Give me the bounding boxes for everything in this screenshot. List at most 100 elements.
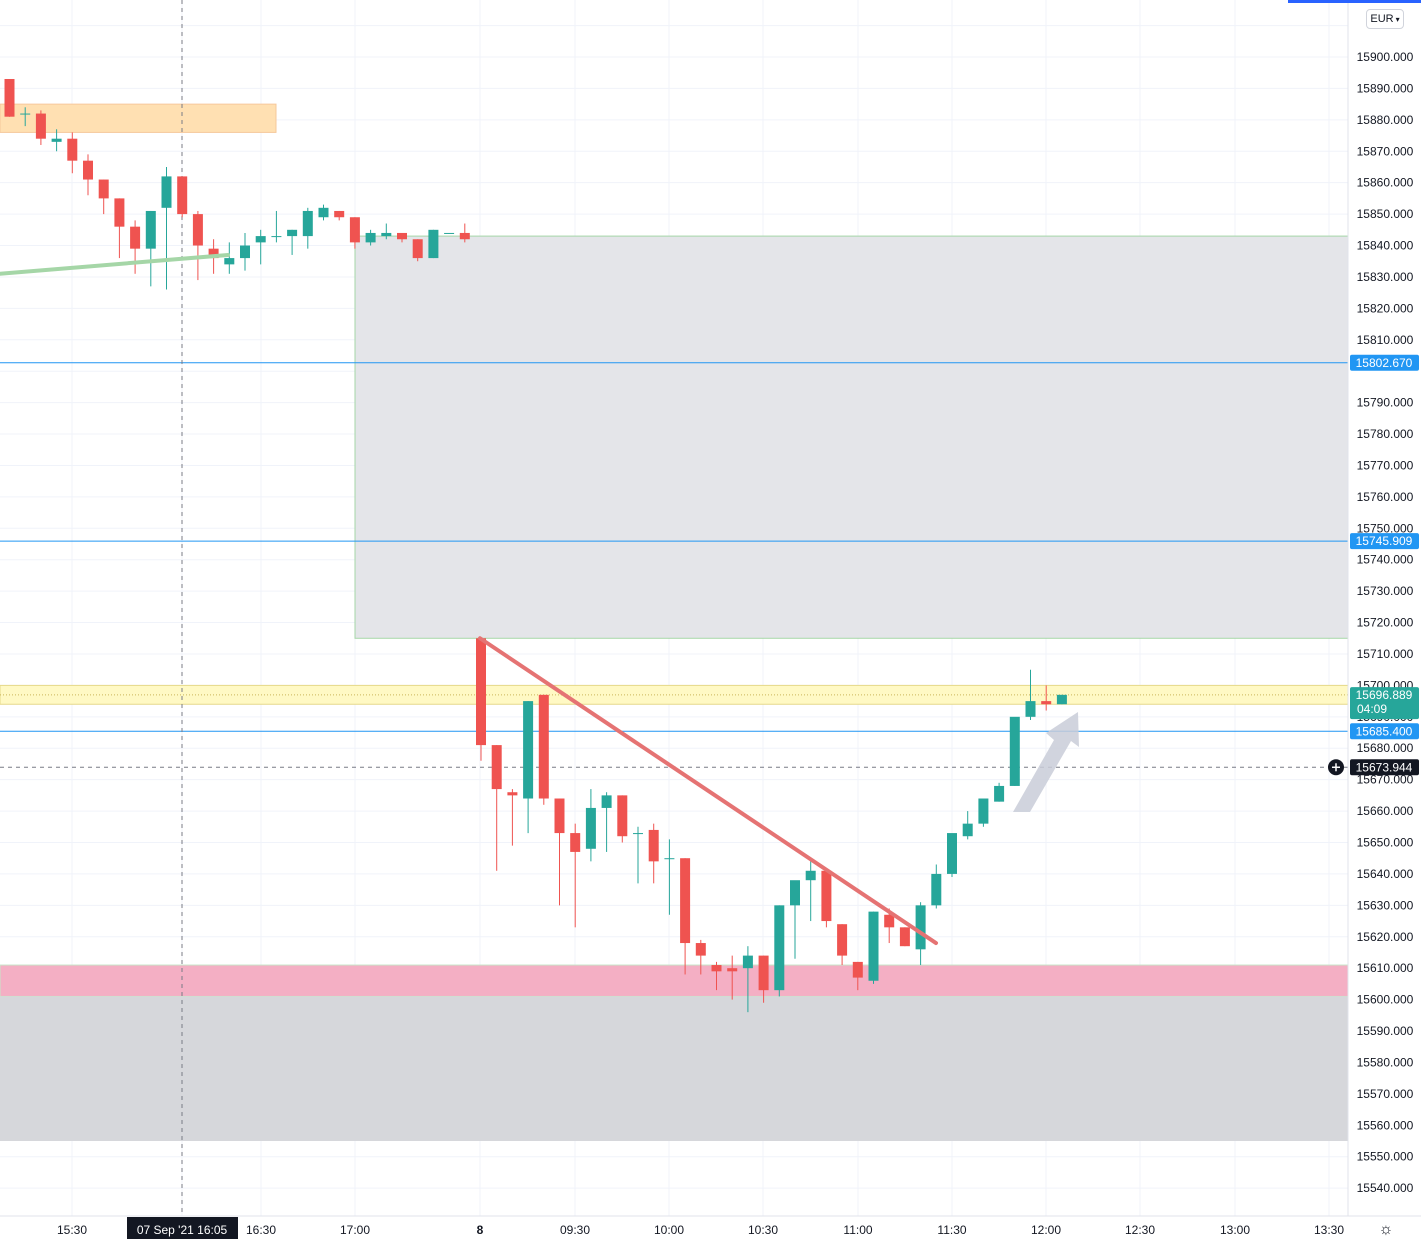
candle-body [192,214,203,246]
candle[interactable] [1056,694,1067,705]
candle[interactable] [1009,716,1020,786]
candle[interactable] [538,694,549,805]
candle[interactable] [114,198,125,259]
candle-body [145,210,156,249]
candle[interactable] [633,826,643,884]
candle[interactable] [1041,685,1052,711]
candle[interactable] [365,229,376,246]
candle[interactable] [695,939,706,975]
plus-icon[interactable] [1328,759,1344,776]
candle[interactable] [67,132,78,174]
candle-body [412,239,423,259]
candle[interactable] [837,924,848,966]
candle[interactable] [4,78,15,117]
orange-zone[interactable] [0,103,277,133]
candle[interactable] [585,789,596,862]
candle-body [570,833,581,852]
candle[interactable] [145,210,156,287]
candle[interactable] [570,823,581,928]
candle[interactable] [852,961,863,991]
price-scale[interactable]: 15900.000 15890.000 15880.000 15870.000 1586… [1328,0,1421,1216]
candle[interactable] [868,911,879,984]
red-trendline[interactable] [478,636,938,946]
candle[interactable] [507,789,518,846]
candle[interactable] [98,179,109,215]
candle[interactable] [428,229,439,259]
candle[interactable] [476,638,486,761]
price-badge[interactable]: 15673.944 [1328,759,1419,776]
price-tick-label: 15720.000 [1357,616,1414,630]
candle[interactable] [240,232,250,271]
candle[interactable] [255,229,266,265]
candle[interactable] [994,782,1005,802]
candle-body [318,207,329,218]
candle[interactable] [397,232,407,243]
candle[interactable] [130,220,141,274]
green-trendline[interactable] [0,252,230,276]
candle[interactable] [271,210,282,243]
candle-body [98,179,109,199]
candle[interactable] [821,870,832,928]
pink-zone[interactable] [0,964,1349,997]
candle[interactable] [742,946,753,1013]
candle[interactable] [224,242,235,274]
candle[interactable] [412,239,423,262]
price-tick-label: 15630.000 [1357,898,1414,912]
candle[interactable] [711,961,722,991]
price-badge[interactable]: 15802.670 [1350,354,1419,371]
candle[interactable] [177,176,188,218]
candle[interactable] [35,110,46,145]
candle[interactable] [491,745,502,871]
price-badge[interactable]: 15745.909 [1350,533,1419,550]
candle[interactable] [931,864,942,909]
candle[interactable] [444,232,455,234]
candle[interactable] [51,129,62,152]
price-tick-label: 15850.000 [1357,207,1414,221]
time-scale[interactable]: 15:30 16:30 17:00 8 09:30 10:00 10:30 11:00 11:3… [0,1215,1421,1247]
candle[interactable] [617,795,628,843]
grey-upper-zone[interactable] [354,235,1349,639]
candle[interactable] [758,955,769,1003]
candle[interactable] [680,858,691,975]
price-tick-label: 15880.000 [1357,113,1414,127]
candle[interactable] [899,927,910,947]
candle[interactable] [947,833,957,878]
candle[interactable] [318,204,329,221]
candle[interactable] [20,107,31,127]
candle[interactable] [459,223,470,243]
candle[interactable] [601,792,612,852]
candle[interactable] [790,880,800,959]
grey-lower-zone[interactable] [0,996,1348,1141]
candle[interactable] [161,166,172,290]
currency-dropdown[interactable]: EUR ▾ [1366,9,1404,29]
candle[interactable] [884,908,895,944]
candle[interactable] [302,207,313,249]
price-badge[interactable]: 15685.400 [1350,723,1419,740]
candle[interactable] [554,798,565,906]
candle[interactable] [978,798,989,827]
candle[interactable] [664,839,675,915]
price-tick-label: 15600.000 [1357,993,1414,1007]
candle[interactable] [1025,669,1036,720]
candle-body [507,792,518,796]
candle-body [774,905,785,991]
candle[interactable] [192,210,203,281]
arrow-annotation[interactable] [1013,712,1079,812]
candle-body [224,258,235,265]
candle[interactable] [334,210,345,221]
candle[interactable] [962,811,973,840]
candle[interactable] [774,905,785,997]
time-tick-label: 09:30 [560,1223,590,1237]
candle[interactable] [648,823,659,884]
candle[interactable] [83,154,93,196]
candle[interactable] [287,229,298,255]
gear-icon[interactable]: ☼ [1378,1221,1394,1238]
yellow-zone[interactable] [0,684,1349,705]
candle[interactable] [805,858,816,922]
candle[interactable] [381,223,392,240]
candle[interactable] [727,955,738,1000]
candle[interactable] [349,217,360,249]
candle[interactable] [523,701,534,834]
